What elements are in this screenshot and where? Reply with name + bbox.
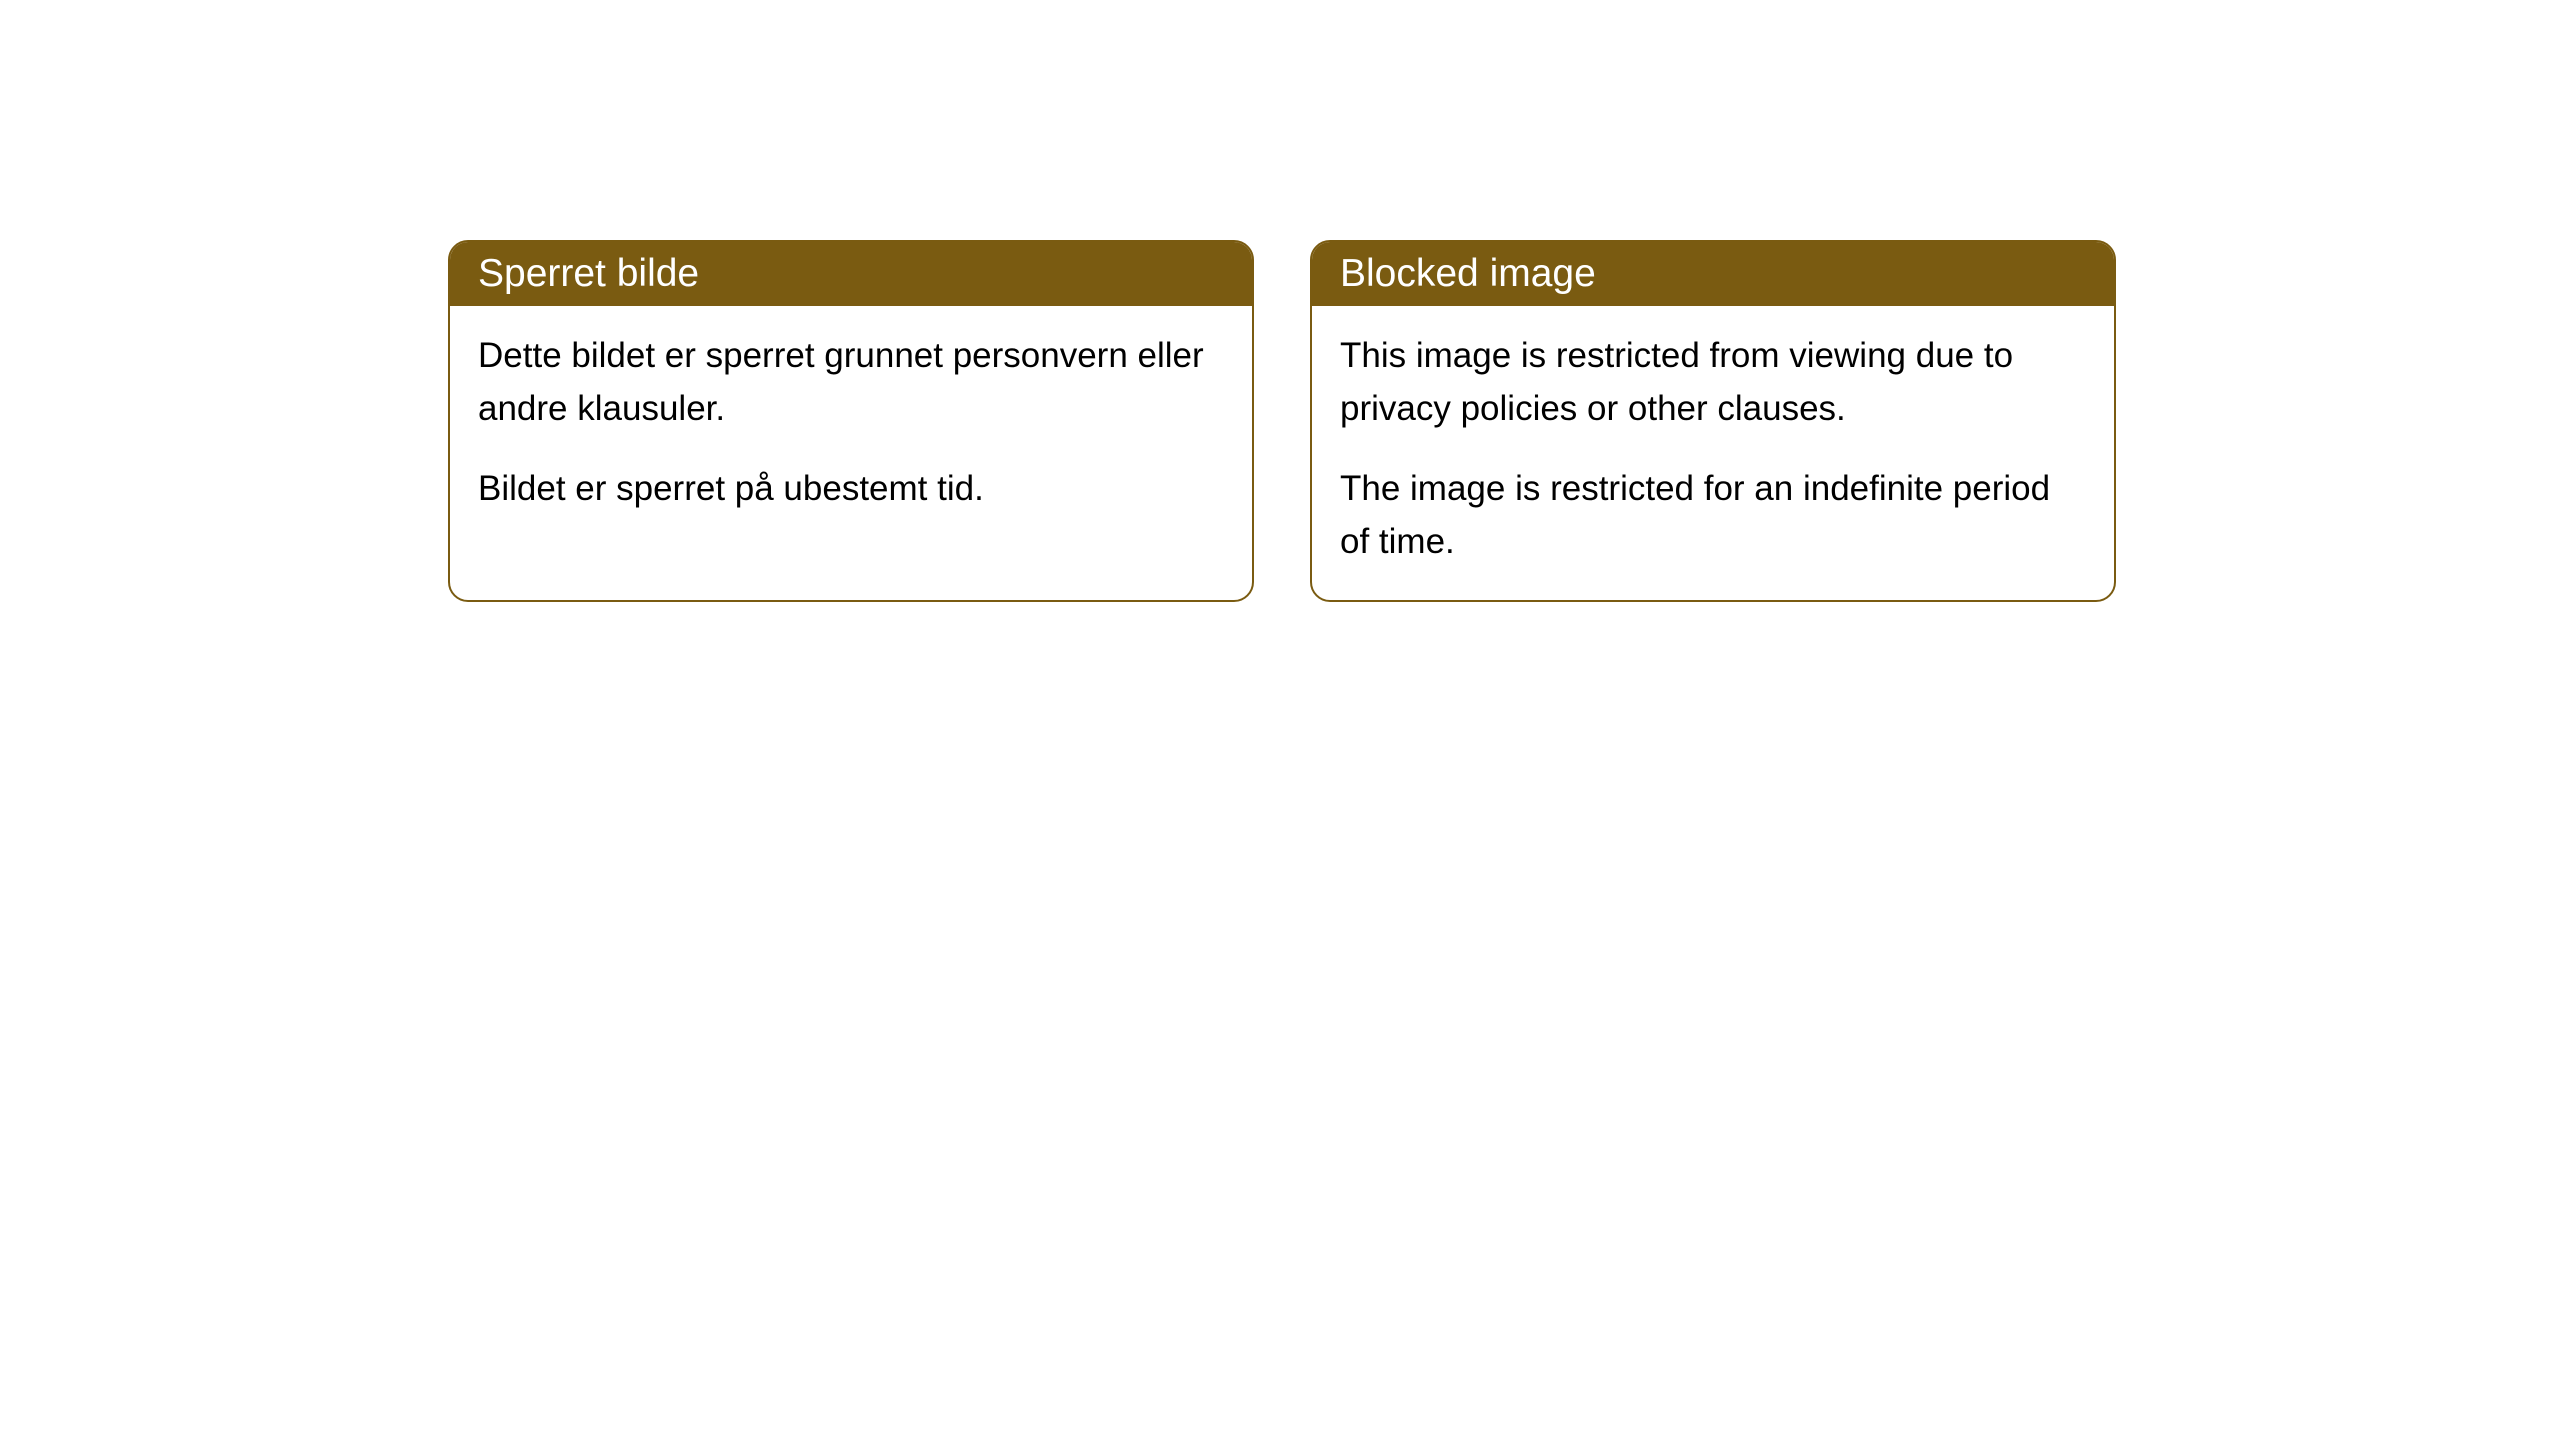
card-paragraph-en-1: This image is restricted from viewing du… [1340, 330, 2086, 435]
card-paragraph-no-2: Bildet er sperret på ubestemt tid. [478, 463, 1224, 516]
blocked-image-card-no: Sperret bilde Dette bildet er sperret gr… [448, 240, 1254, 602]
card-paragraph-en-2: The image is restricted for an indefinit… [1340, 463, 2086, 568]
card-body-no: Dette bildet er sperret grunnet personve… [450, 306, 1252, 548]
card-body-en: This image is restricted from viewing du… [1312, 306, 2114, 600]
card-header-en: Blocked image [1312, 242, 2114, 306]
card-paragraph-no-1: Dette bildet er sperret grunnet personve… [478, 330, 1224, 435]
notice-cards-container: Sperret bilde Dette bildet er sperret gr… [448, 240, 2116, 602]
card-title-en: Blocked image [1340, 252, 1596, 295]
blocked-image-card-en: Blocked image This image is restricted f… [1310, 240, 2116, 602]
card-title-no: Sperret bilde [478, 252, 699, 295]
card-header-no: Sperret bilde [450, 242, 1252, 306]
